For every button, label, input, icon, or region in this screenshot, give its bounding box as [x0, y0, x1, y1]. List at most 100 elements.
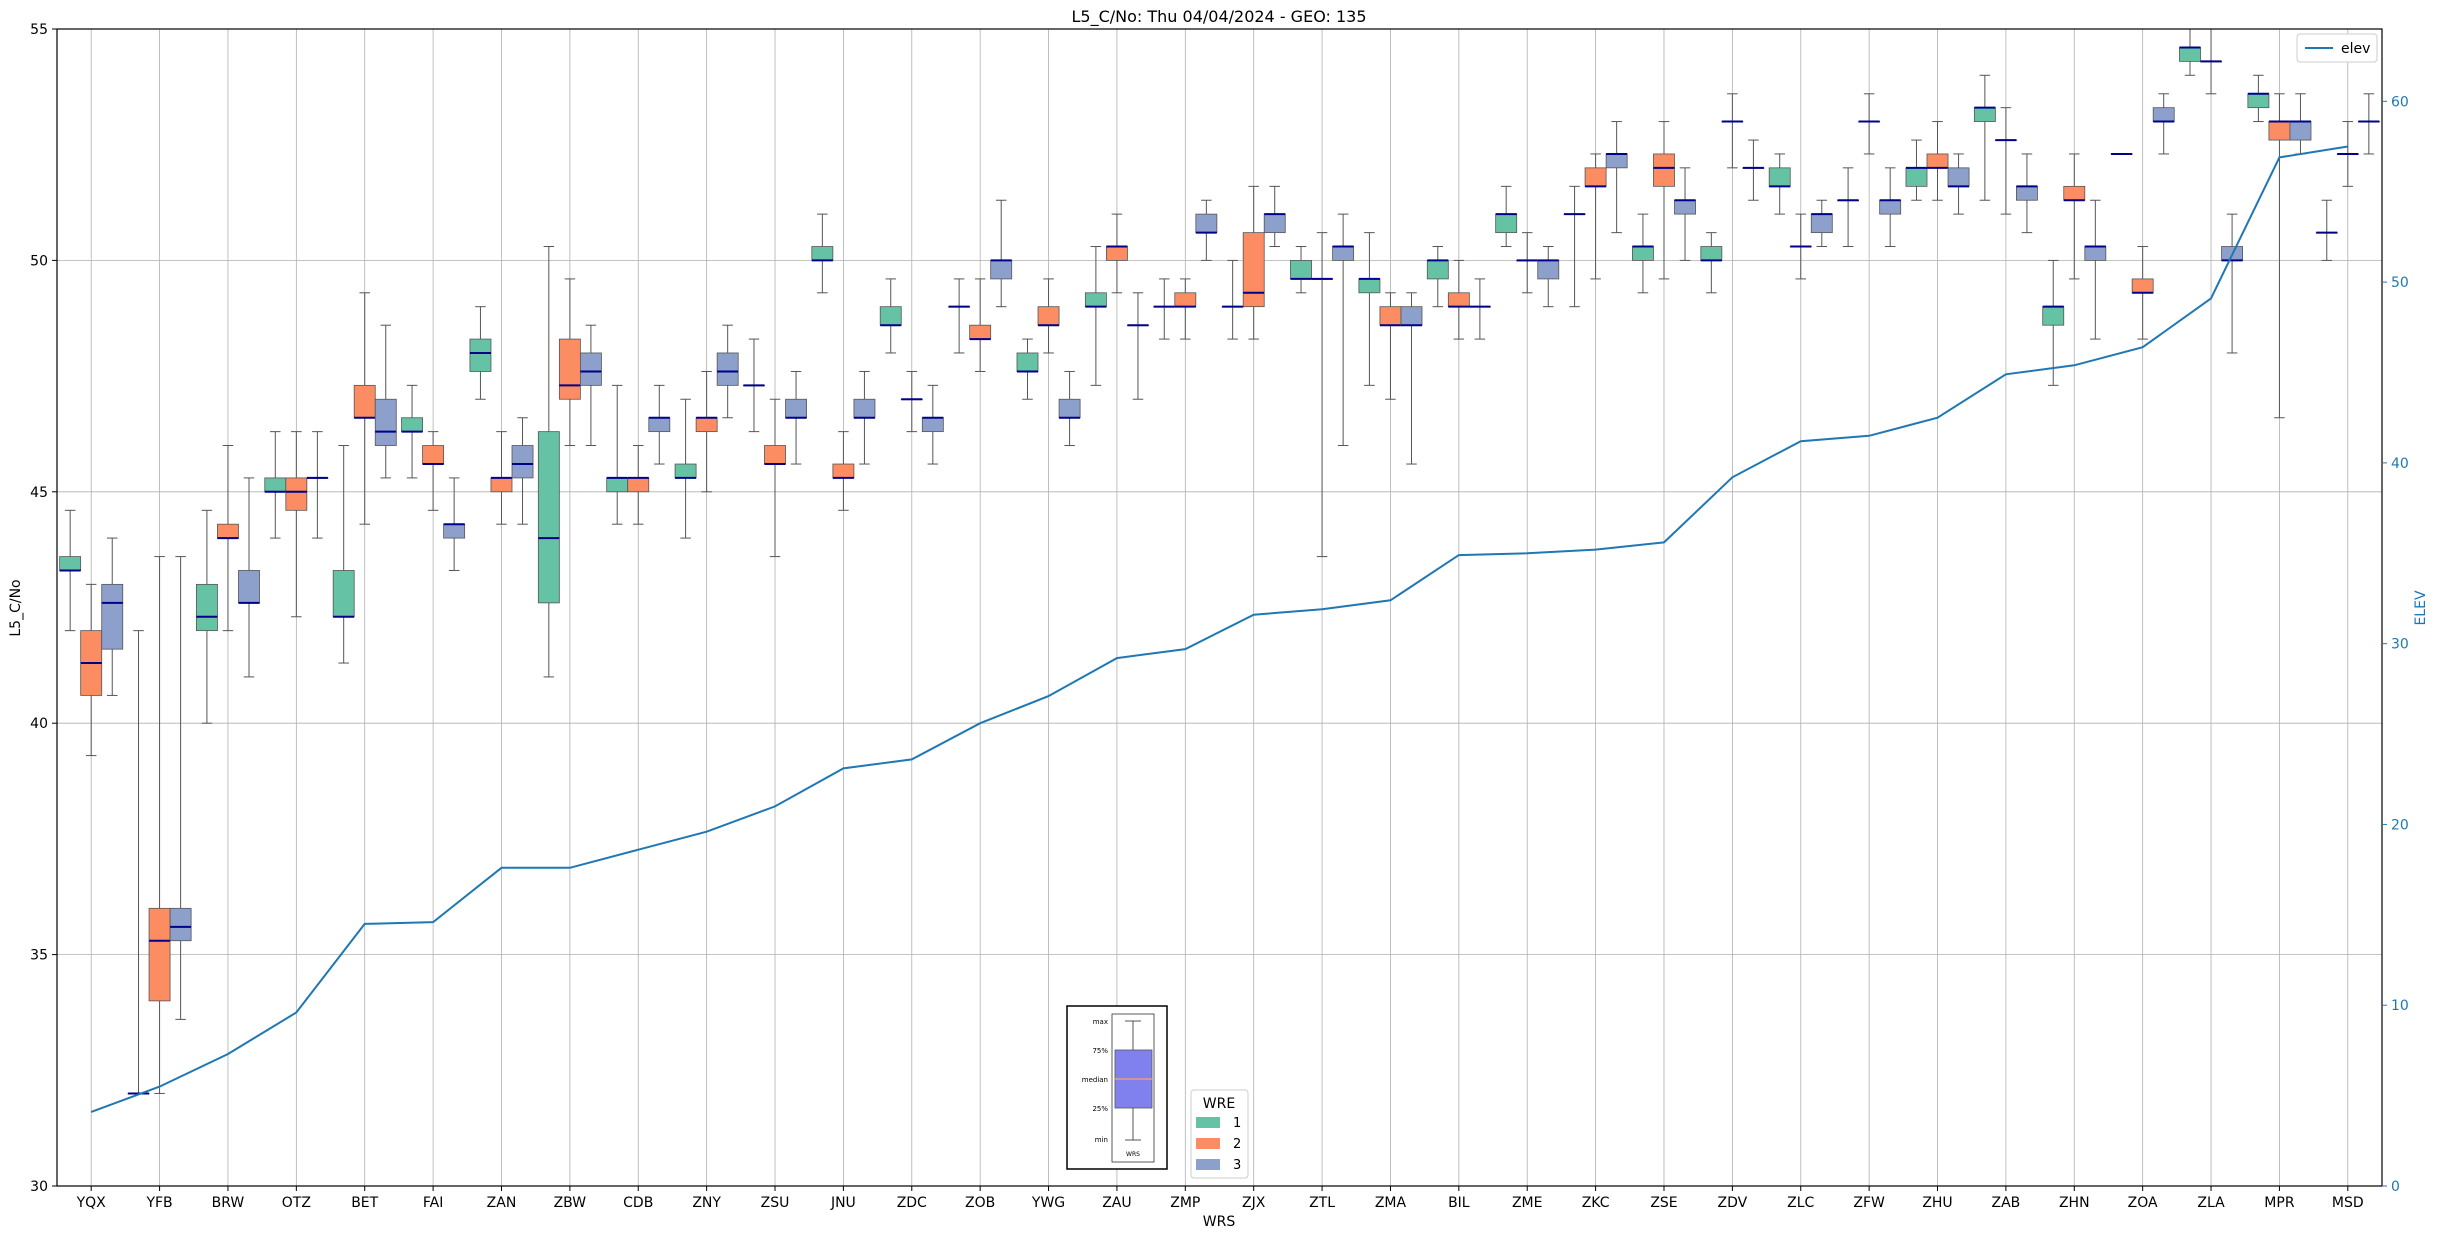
iqr-box	[1106, 246, 1128, 261]
box-zmp-wre-3	[1195, 199, 1218, 261]
box-yfb-wre-2	[148, 556, 171, 1094]
wre-legend: WRE 1 2 3	[1190, 1089, 1249, 1179]
x-tick-label-zme: ZME	[1512, 1195, 1543, 1211]
box-zma-wre-1	[1358, 232, 1381, 386]
box-zdc-wre-3	[921, 384, 944, 465]
iqr-box	[921, 417, 944, 433]
left-tick-label: 30	[30, 1179, 48, 1195]
iqr-box	[853, 398, 876, 419]
box-yfb-wre-3	[169, 556, 192, 1020]
box-bet-wre-3	[374, 324, 397, 479]
x-tick-label-zbw: ZBW	[554, 1195, 587, 1211]
x-axis-label: WRS	[1203, 1214, 1236, 1230]
box-brw-wre-2	[217, 445, 239, 632]
iqr-box	[1584, 167, 1607, 187]
iqr-box	[59, 556, 82, 571]
x-tick-label-zkc: ZKC	[1582, 1195, 1610, 1211]
box-cdb-wre-3	[648, 384, 671, 465]
box-bet-wre-1	[332, 445, 355, 664]
x-tick-label-zny: ZNY	[692, 1195, 721, 1211]
inset-axes	[1111, 1013, 1155, 1163]
box-zma-wre-3	[1400, 292, 1423, 465]
x-axis: YQX YFB BRW OTZ BET FAI ZAN ZBW CDB ZNY ZSU JNU ZDC Z…	[76, 1186, 2364, 1211]
wre-legend-swatch-1	[1196, 1117, 1220, 1128]
box-zdc-wre-1	[879, 278, 902, 354]
iqr-box	[537, 431, 560, 604]
iqr-box	[238, 570, 260, 604]
iqr-box	[1058, 398, 1081, 419]
wre-legend-swatch-2	[1196, 1138, 1220, 1149]
iqr-box	[2063, 185, 2086, 201]
x-tick-label-zmp: ZMP	[1170, 1195, 1200, 1211]
iqr-box	[579, 352, 602, 386]
box-zmp-wre-2	[1174, 278, 1197, 340]
box-fai-wre-3	[443, 477, 466, 571]
box-ywg-wre-3	[1058, 370, 1081, 447]
inset-label-q3: 75%	[1092, 1047, 1108, 1055]
iqr-box	[1290, 259, 1312, 280]
box-yqx-wre-3	[101, 537, 124, 696]
right-tick-label: 0	[2391, 1179, 2400, 1195]
x-tick-label-zab: ZAB	[1992, 1195, 2021, 1211]
iqr-box	[716, 352, 739, 386]
box-bil-wre-3	[1468, 278, 1491, 340]
iqr-box	[1810, 213, 1833, 234]
box-zny-wre-3	[716, 324, 739, 419]
box-jnu-wre-1	[811, 213, 834, 294]
box-jnu-wre-3	[853, 370, 876, 465]
iqr-box	[879, 306, 902, 326]
box-bil-wre-1	[1426, 246, 1449, 308]
iqr-box	[374, 398, 397, 446]
box-zob-wre-1	[948, 278, 971, 354]
iqr-box	[1653, 153, 1675, 187]
inset-label-median: median	[1082, 1076, 1108, 1084]
box-msd-wre-2	[2336, 121, 2359, 187]
box-zjx-wre-3	[1263, 185, 1286, 248]
iqr-box	[1700, 246, 1723, 261]
box-brw-wre-3	[238, 477, 260, 678]
iqr-box	[1037, 306, 1060, 326]
iqr-box	[511, 445, 534, 479]
iqr-box	[1263, 213, 1286, 234]
left-tick-label: 50	[30, 253, 48, 269]
box-zme-wre-3	[1537, 246, 1560, 308]
iqr-box	[401, 417, 423, 433]
box-zhn-wre-3	[2084, 199, 2107, 340]
boxplot-key-inset: max 75% median 25% min WRS	[1066, 1005, 1168, 1170]
box-series	[59, 28, 2380, 1095]
box-zan-wre-2	[490, 431, 513, 525]
box-zkc-wre-1	[1563, 185, 1586, 308]
iqr-box	[422, 445, 445, 465]
box-zse-wre-3	[1674, 167, 1696, 261]
wre-legend-frame	[1190, 1089, 1249, 1179]
x-tick-label-jnu: JNU	[830, 1195, 856, 1211]
iqr-box	[1195, 213, 1218, 234]
x-tick-label-zjx: ZJX	[1242, 1195, 1266, 1211]
iqr-box	[969, 324, 992, 340]
x-tick-label-zan: ZAN	[487, 1195, 517, 1211]
box-zhu-wre-2	[1926, 121, 1949, 201]
box-mpr-wre-2	[2268, 93, 2291, 419]
iqr-box	[1016, 352, 1039, 372]
iqr-box	[1926, 153, 1949, 169]
inset-label-q1: 25%	[1092, 1105, 1108, 1113]
x-tick-label-bet: BET	[351, 1195, 378, 1211]
iqr-box	[2131, 278, 2154, 294]
box-zsu-wre-3	[785, 370, 807, 465]
iqr-box	[1332, 246, 1355, 261]
iqr-box	[195, 583, 218, 632]
chart-title: L5_C/No: Thu 04/04/2024 - GEO: 135	[1071, 7, 1366, 27]
right-tick-label: 60	[2391, 94, 2409, 110]
box-zoa-wre-3	[2152, 93, 2175, 155]
iqr-box	[469, 338, 492, 372]
iqr-box	[764, 445, 786, 465]
box-yqx-wre-2	[80, 583, 103, 757]
x-tick-label-mpr: MPR	[2264, 1195, 2295, 1211]
iqr-box	[2289, 121, 2312, 141]
right-tick-label: 50	[2391, 275, 2409, 291]
iqr-box	[648, 417, 671, 433]
x-tick-label-zhu: ZHU	[1922, 1195, 1952, 1211]
x-tick-label-cdb: CDB	[623, 1195, 653, 1211]
right-tick-label: 10	[2391, 998, 2409, 1014]
iqr-box	[1632, 246, 1654, 261]
